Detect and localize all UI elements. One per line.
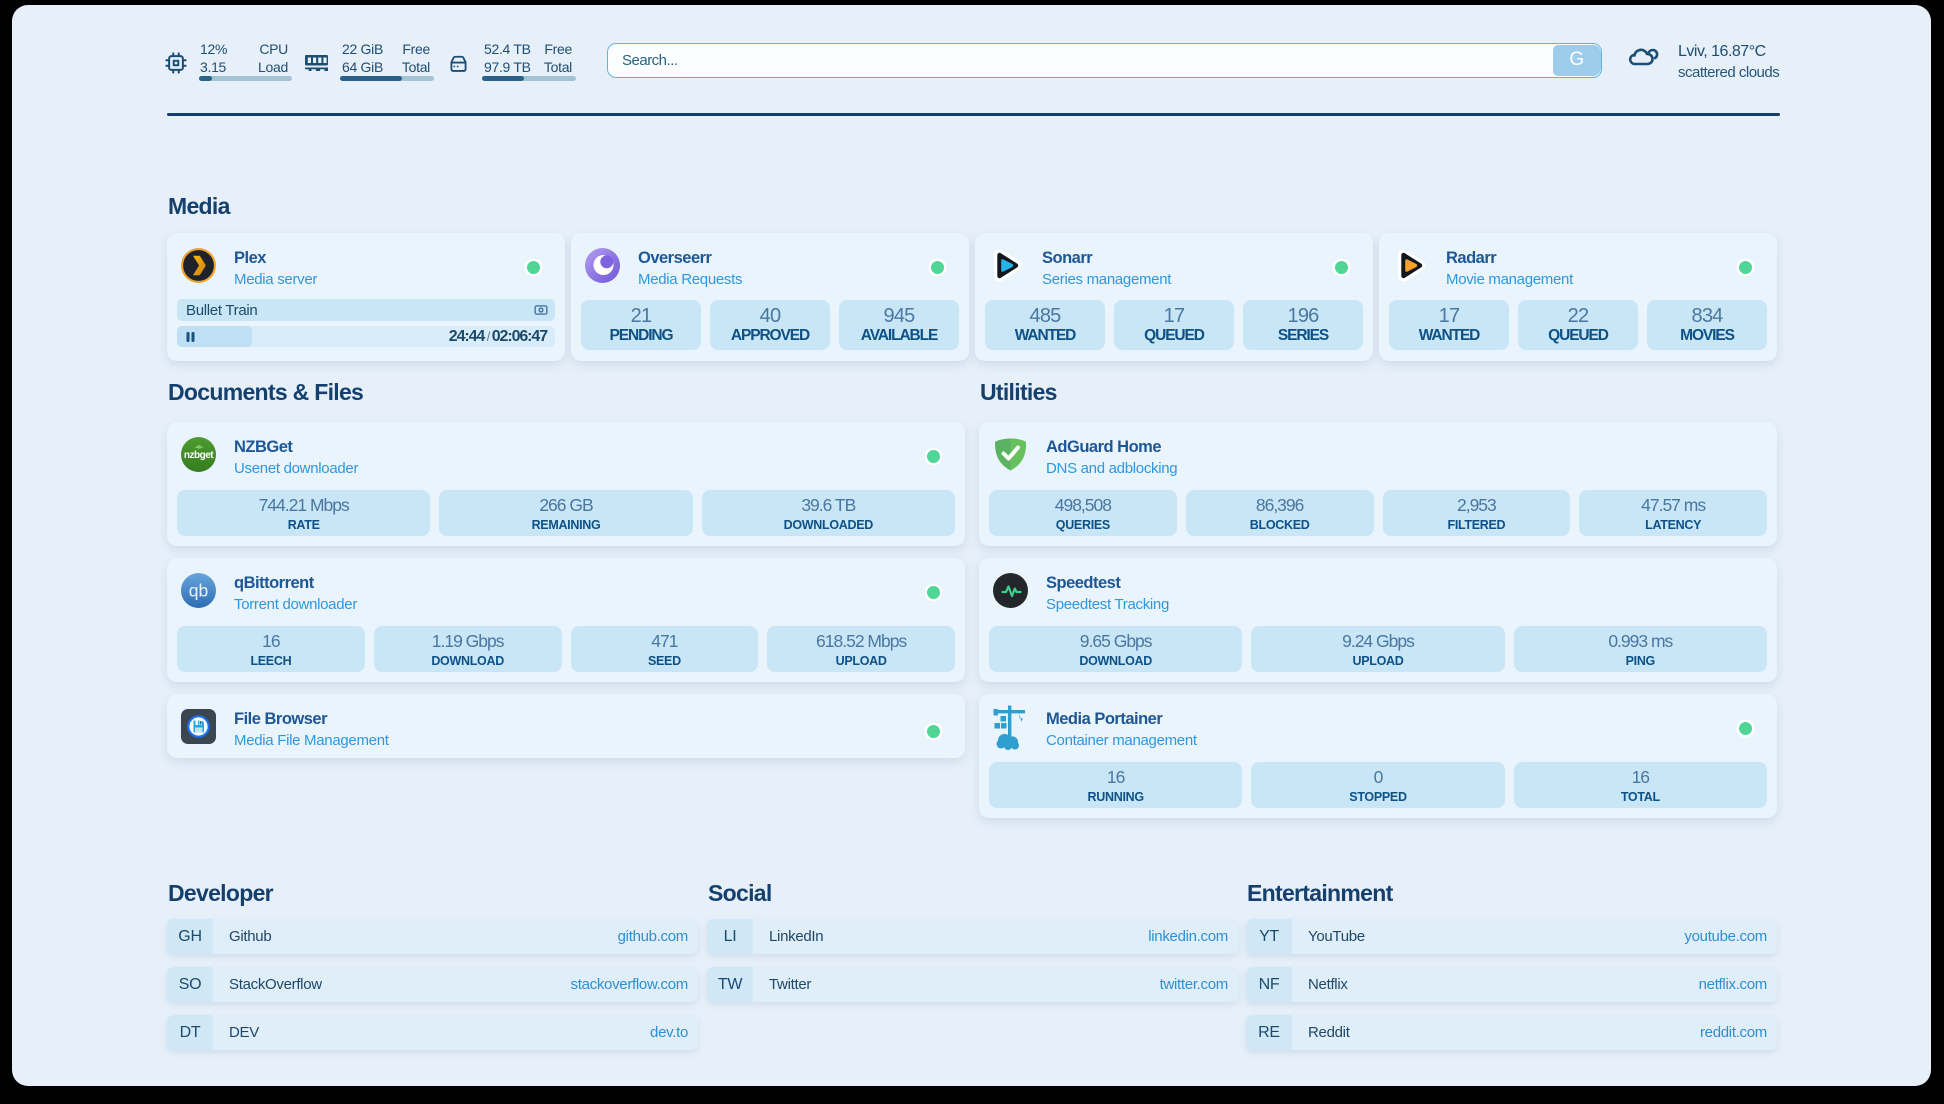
svg-text:nzbget: nzbget — [184, 450, 214, 461]
svg-text:qb: qb — [189, 581, 208, 601]
